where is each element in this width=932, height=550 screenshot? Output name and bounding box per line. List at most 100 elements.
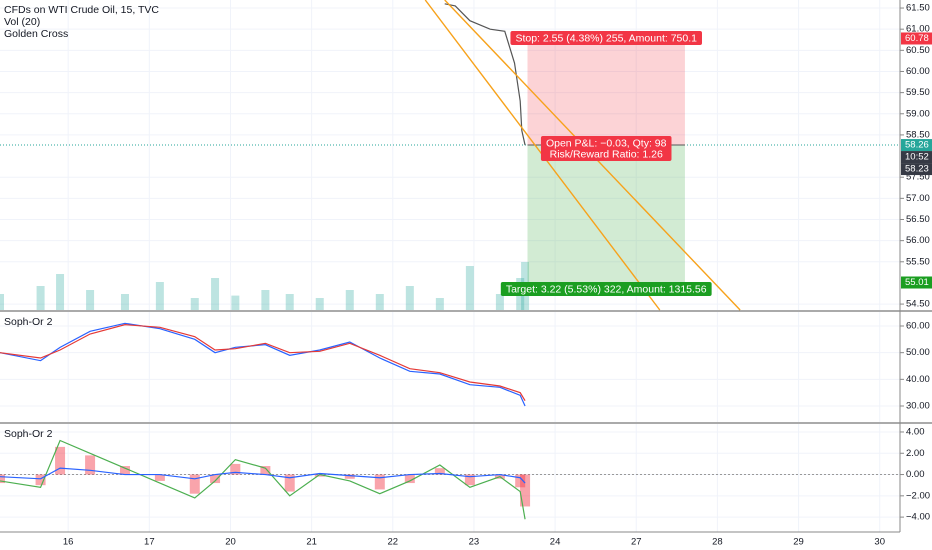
- price-tag-label: 58.23: [905, 164, 929, 175]
- price-tag: [901, 163, 932, 176]
- y-tick-label: 4.00: [906, 426, 925, 437]
- volume-bar: [0, 294, 4, 310]
- histogram-bar: [434, 468, 445, 475]
- x-tick-label: 28: [712, 537, 723, 548]
- price-tag-label: 60.78: [905, 33, 929, 44]
- position-label: Stop: 2.55 (4.38%) 255, Amount: 750.1: [515, 32, 697, 44]
- volume-bar: [465, 266, 474, 310]
- y-tick-label: 60.00: [906, 66, 930, 77]
- y-tick-label: 59.50: [906, 87, 930, 98]
- histogram-bar: [464, 474, 475, 486]
- histogram-bar: [85, 455, 96, 475]
- volume-bar: [155, 282, 164, 310]
- histogram-bar: [210, 474, 221, 484]
- legend-title: CFDs on WTI Crude Oil, 15, TVC: [4, 4, 159, 16]
- label-box: Stop: 2.55 (4.38%) 255, Amount: 750.1: [510, 30, 702, 45]
- series-line: [444, 3, 526, 146]
- y-tick-label: 50.00: [906, 347, 930, 358]
- volume-bar: [285, 294, 294, 310]
- histogram-bar: [154, 474, 165, 481]
- histogram-bar: [404, 474, 415, 484]
- price-tag: [901, 139, 932, 152]
- volume-bar: [375, 294, 384, 310]
- x-tick-label: 22: [387, 537, 398, 548]
- histogram-bar: [374, 474, 385, 490]
- histogram-bar: [119, 466, 130, 475]
- price-tag: [901, 151, 932, 164]
- price-tag-label: 58.26: [905, 140, 929, 151]
- series-line: [0, 324, 526, 401]
- x-tick-label: 30: [874, 537, 885, 548]
- y-tick-label: 58.50: [906, 129, 930, 140]
- legend-item: Vol (20): [4, 16, 40, 28]
- y-tick-label: 40.00: [906, 374, 930, 385]
- x-tick-label: 21: [306, 537, 317, 548]
- y-tick-label: −4.00: [906, 512, 930, 523]
- histogram-bar: [260, 466, 271, 475]
- y-tick-label: 60.00: [906, 321, 930, 332]
- price-tag-label: 55.01: [905, 277, 929, 288]
- x-tick-label: 20: [225, 537, 236, 548]
- position-label: Open P&L: −0.03, Qty: 98: [546, 137, 667, 149]
- volume-bar: [86, 290, 95, 310]
- y-tick-label: 60.50: [906, 45, 930, 56]
- volume-bar: [56, 274, 65, 310]
- y-tick-label: 57.00: [906, 193, 930, 204]
- pane-title: Soph-Or 2: [4, 428, 53, 440]
- x-tick-label: 24: [550, 537, 561, 548]
- histogram-bar: [520, 474, 531, 507]
- y-tick-label: 55.50: [906, 256, 930, 267]
- y-tick-label: 57.50: [906, 172, 930, 183]
- y-tick-label: 61.00: [906, 24, 930, 35]
- target-zone: [527, 145, 685, 283]
- y-tick-label: 61.50: [906, 3, 930, 14]
- plot-layer: [0, 0, 904, 532]
- label-bg: [510, 30, 702, 45]
- volume-bar: [345, 290, 354, 310]
- y-tick-label: 56.00: [906, 235, 930, 246]
- volume-bar: [120, 294, 129, 310]
- histogram-bar: [344, 474, 355, 479]
- x-tick-label: 27: [631, 537, 642, 548]
- volume-bar: [495, 294, 504, 310]
- volume-bar: [315, 298, 324, 310]
- price-tag-label: 10:52: [905, 152, 929, 163]
- histogram-bar: [314, 474, 325, 477]
- x-tick-label: 16: [63, 537, 74, 548]
- y-tick-label: 0.00: [906, 469, 925, 480]
- label-box: Target: 3.22 (5.53%) 322, Amount: 1315.5…: [500, 282, 712, 297]
- y-tick-label: 54.50: [906, 299, 930, 310]
- histogram-bar: [35, 474, 46, 486]
- histogram-bar: [189, 474, 200, 494]
- volume-bar: [405, 286, 414, 310]
- stop-zone: [527, 38, 685, 146]
- price-tag: [901, 32, 932, 45]
- position-label: Risk/Reward Ratio: 1.26: [550, 148, 663, 160]
- y-tick-label: 56.50: [906, 214, 930, 225]
- y-tick-label: 2.00: [906, 448, 925, 459]
- histogram-bar: [0, 474, 5, 484]
- histogram-bar: [55, 446, 66, 475]
- volume-bar: [261, 290, 270, 310]
- price-tag: [901, 276, 932, 289]
- pane-title: Soph-Or 2: [4, 316, 53, 328]
- y-tick-label: −2.00: [906, 490, 930, 501]
- x-tick-label: 23: [469, 537, 480, 548]
- label-bg: [540, 136, 672, 162]
- volume-bar: [231, 295, 240, 310]
- series-line: [0, 467, 526, 484]
- x-tick-label: 29: [793, 537, 804, 548]
- y-tick-label: 30.00: [906, 401, 930, 412]
- volume-bar: [190, 298, 199, 310]
- volume-bar: [211, 278, 220, 310]
- volume-bar: [36, 286, 45, 310]
- histogram-bar: [230, 463, 241, 475]
- series-line: [0, 439, 526, 520]
- series-line: [0, 322, 526, 407]
- histogram-bar: [284, 474, 295, 492]
- position-label: Target: 3.22 (5.53%) 322, Amount: 1315.5…: [506, 283, 707, 295]
